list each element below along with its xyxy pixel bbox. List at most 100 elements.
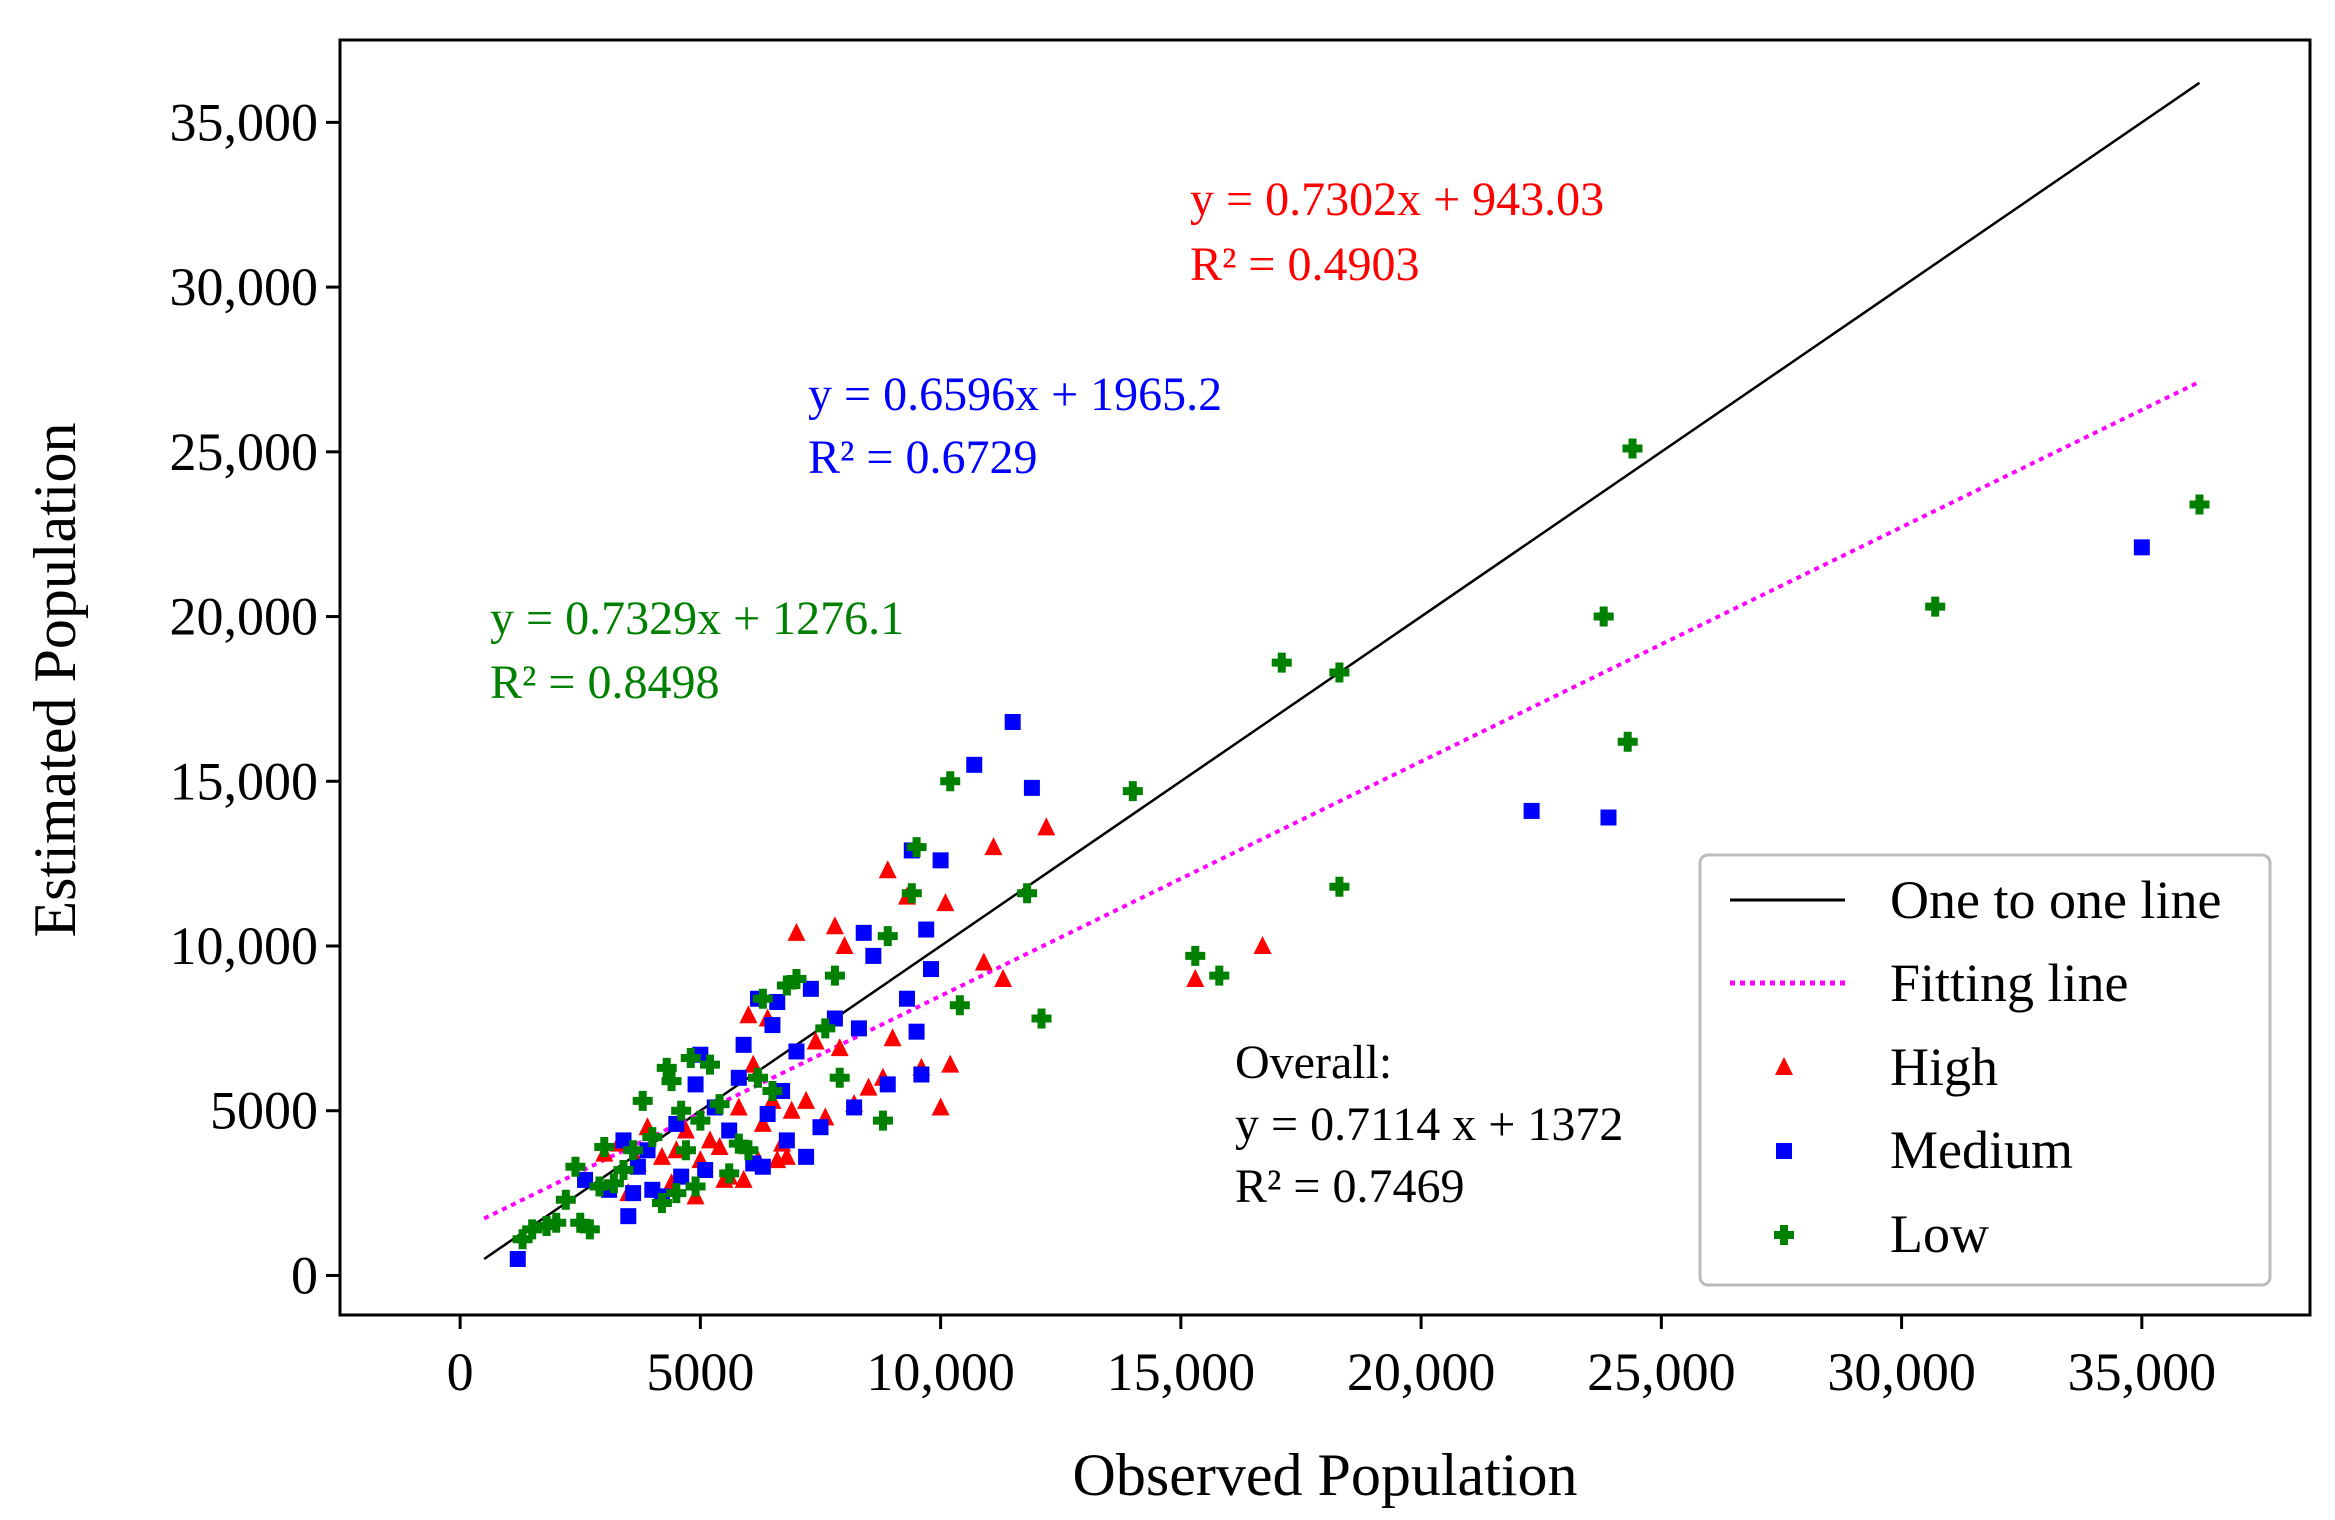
equation-high: y = 0.7302x + 943.03 R² = 0.4903 — [1190, 173, 1604, 291]
point-low — [748, 1067, 769, 1088]
point-low — [565, 1156, 586, 1177]
y-tick-label: 20,000 — [170, 587, 319, 647]
point-low — [940, 771, 961, 792]
point-medium — [629, 1158, 646, 1175]
point-low — [877, 926, 898, 947]
legend-low-label: Low — [1890, 1204, 1989, 1264]
legend-low-marker — [1774, 1225, 1794, 1245]
point-high — [941, 1054, 960, 1073]
point-high — [777, 1146, 796, 1165]
point-high — [974, 952, 993, 971]
y-axis-label: Estimated Population — [22, 423, 88, 938]
legend-medium-marker — [1776, 1143, 1792, 1159]
point-low — [906, 837, 927, 858]
legend-high-label: High — [1890, 1037, 1998, 1097]
point-medium — [908, 1023, 925, 1040]
point-high — [1253, 936, 1272, 955]
point-low — [632, 1090, 653, 1111]
point-low — [786, 968, 807, 989]
equation-low: y = 0.7329x + 1276.1 R² = 0.8498 — [490, 592, 904, 709]
point-medium — [673, 1168, 690, 1185]
equation-medium-line2: R² = 0.6729 — [808, 431, 1037, 484]
point-low — [872, 1110, 893, 1131]
x-tick-label: 35,000 — [2068, 1342, 2217, 1402]
point-low — [589, 1176, 610, 1197]
point-low — [579, 1219, 600, 1240]
point-low — [949, 995, 970, 1016]
x-axis-ticks: 0 5000 10,000 15,000 20,000 25,000 30,000 35,00… — [447, 1315, 2216, 1402]
point-medium — [620, 1208, 637, 1225]
plot-content — [483, 81, 2210, 1267]
point-low — [1031, 1008, 1052, 1029]
point-medium — [769, 994, 786, 1011]
point-low — [671, 1100, 692, 1121]
y-tick-label: 10,000 — [170, 916, 319, 976]
point-high — [710, 1136, 729, 1155]
point-high — [700, 1130, 719, 1149]
point-high — [734, 1169, 753, 1188]
point-low — [656, 1057, 677, 1078]
point-medium — [754, 1158, 771, 1175]
legend-medium-label: Medium — [1890, 1120, 2073, 1180]
point-low — [642, 1127, 663, 1148]
point-low — [762, 1080, 783, 1101]
point-high — [806, 1031, 825, 1050]
point-low — [901, 883, 922, 904]
point-high — [878, 860, 897, 879]
point-low — [1271, 652, 1292, 673]
point-medium — [509, 1250, 526, 1267]
equation-overall-line3: R² = 0.7469 — [1235, 1160, 1464, 1213]
point-low — [613, 1160, 634, 1181]
point-high — [753, 1113, 772, 1132]
point-medium — [1523, 802, 1540, 819]
point-high — [652, 1146, 671, 1165]
point-medium — [577, 1171, 594, 1188]
point-low — [546, 1212, 567, 1233]
point-low — [666, 1183, 687, 1204]
point-high — [859, 1077, 878, 1096]
point-high — [782, 1100, 801, 1119]
point-low — [738, 1140, 759, 1161]
point-low — [690, 1110, 711, 1131]
legend-box — [1698, 853, 2272, 1287]
equation-low-line1: y = 0.7329x + 1276.1 — [490, 592, 904, 645]
point-low — [594, 1136, 615, 1157]
y-tick-label: 25,000 — [170, 422, 319, 482]
point-low — [685, 1176, 706, 1197]
point-high — [883, 1028, 902, 1047]
point-medium — [764, 1017, 781, 1034]
point-medium — [855, 924, 872, 941]
point-low — [2189, 494, 2210, 515]
point-medium — [625, 1185, 642, 1202]
point-low — [719, 1163, 740, 1184]
point-medium — [2133, 539, 2150, 556]
point-medium — [1600, 809, 1617, 826]
equation-overall-line1: Overall: — [1235, 1036, 1392, 1089]
point-low — [1209, 965, 1230, 986]
point-medium — [778, 1132, 795, 1149]
point-medium — [898, 990, 915, 1007]
point-low — [680, 1048, 701, 1069]
point-low — [776, 975, 797, 996]
point-medium — [687, 1076, 704, 1093]
point-low — [1185, 945, 1206, 966]
point-high — [676, 1120, 695, 1139]
point-low — [709, 1094, 730, 1115]
point-medium — [826, 1010, 843, 1027]
point-medium — [846, 1099, 863, 1116]
data-points — [509, 438, 2210, 1267]
point-low — [603, 1173, 624, 1194]
point-high — [739, 1005, 758, 1024]
equation-overall-line2: y = 0.7114 x + 1372 — [1235, 1098, 1623, 1151]
point-medium — [812, 1119, 829, 1136]
point-low — [728, 1133, 749, 1154]
x-tick-label: 30,000 — [1827, 1342, 1976, 1402]
point-medium — [865, 947, 882, 964]
point-low — [651, 1192, 672, 1213]
point-low — [829, 1067, 850, 1088]
x-axis-label: Observed Population — [1073, 1442, 1578, 1508]
x-tick-label: 10,000 — [866, 1342, 1015, 1402]
equation-overall: Overall: y = 0.7114 x + 1372 R² = 0.7469 — [1235, 1036, 1623, 1213]
fitting-line — [483, 380, 2201, 1221]
